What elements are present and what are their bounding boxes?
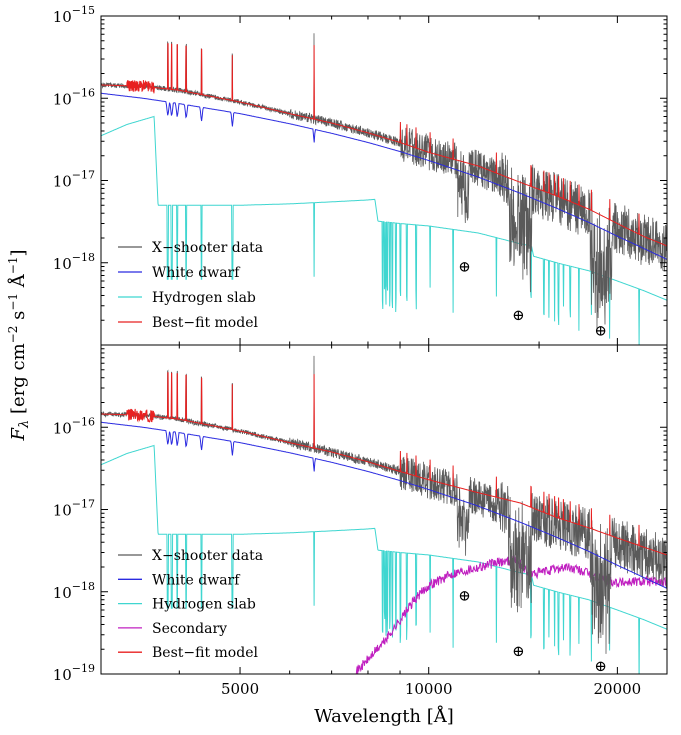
x-tick-label: 5000 [221,680,259,698]
legend-label: Hydrogen slab [152,597,256,613]
x-tick-label: 20000 [594,680,642,698]
telluric-marker: ⊕ [594,657,607,675]
telluric-marker: ⊕ [512,306,525,324]
y-tick-label: 10−16 [53,415,95,437]
y-title-s: s [8,311,29,326]
legend-label: Secondary [152,621,227,637]
x-tick-label: 10000 [405,680,453,698]
y-tick-label: 10−15 [53,4,95,26]
top-plot-area [101,33,667,345]
top-ticks: 10−15 10−16 10−17 10−18 [53,4,667,345]
bottom-panel: 10−16 10−17 10−18 10−19 5000 10000 20000 X−sho… [53,344,668,698]
legend-label: Best−fit model [152,645,258,661]
series-best-fit-line [101,43,667,247]
top-legend: X−shooter data White dwarf Hydrogen slab Be… [118,240,263,331]
y-tick-label: 10−19 [53,662,95,684]
y-axis-title: Fλ [erg cm−2 s−1 Å−1] [6,250,32,442]
y-title-units: [erg cm [8,343,29,419]
legend-label: Best−fit model [152,315,258,331]
series-hydrogen-slab-line [101,115,667,345]
legend-label: X−shooter data [152,240,263,256]
series-hydrogen-slab-line [101,444,667,674]
telluric-marker: ⊕ [458,587,471,605]
y-title-exp3: −1 [6,257,20,275]
y-tick-label: 10−18 [53,580,95,602]
y-tick-label: 10−17 [53,498,95,520]
y-tick-label: 10−17 [53,169,95,191]
telluric-marker: ⊕ [512,642,525,660]
telluric-marker: ⊕ [458,258,471,276]
series-white-dwarf-line [101,92,667,260]
legend-label: X−shooter data [152,548,263,564]
y-title-lambda: λ [17,420,32,429]
top-panel: 10−15 10−16 10−17 10−18 X−shooter data White… [53,4,668,346]
bottom-ticks: 10−16 10−17 10−18 10−19 5000 10000 20000 [53,345,667,698]
legend-label: White dwarf [152,572,241,588]
y-title-angstrom: Å [7,273,29,293]
y-title-exp2: −1 [6,293,20,311]
bottom-plot-area [101,355,667,674]
legend-label: White dwarf [152,265,241,281]
series-white-dwarf-line [101,421,667,589]
telluric-marker: ⊕ [594,322,607,340]
y-title-exp1: −2 [6,326,20,344]
x-axis-title: Wavelength [Å] [314,705,454,727]
y-title-f: F [8,427,29,442]
bottom-legend: X−shooter data White dwarf Hydrogen slab Se… [118,548,263,661]
y-tick-label: 10−16 [53,86,95,108]
legend-label: Hydrogen slab [152,290,256,306]
series-best-fit-line [101,372,667,556]
y-tick-label: 10−18 [53,251,95,273]
y-title-close: ] [8,250,29,257]
